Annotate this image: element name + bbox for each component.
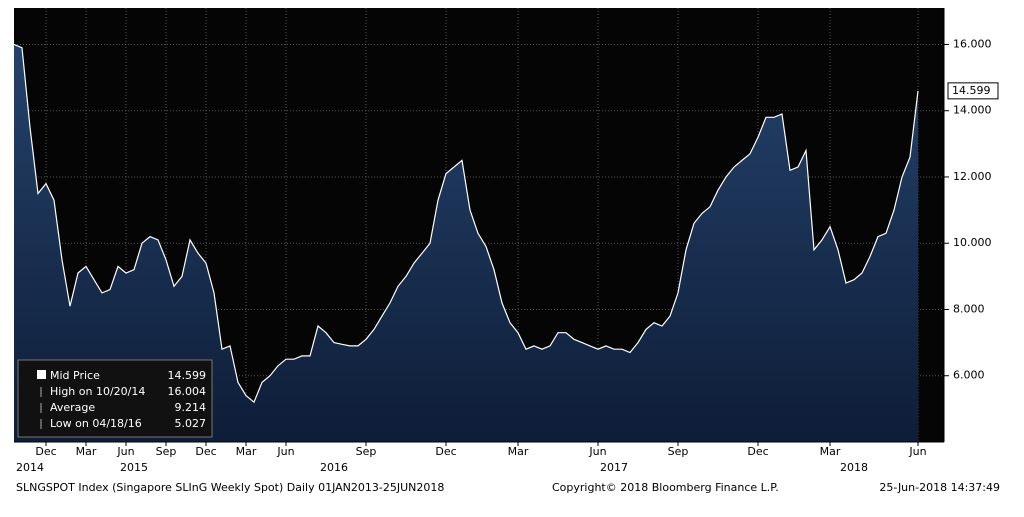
x-tick-label: Mar [236, 445, 257, 458]
y-tick-label: 16.000 [953, 37, 992, 50]
last-value-label: 14.599 [952, 84, 991, 97]
line [13, 43, 919, 404]
x-tick-label: Jun [276, 445, 294, 458]
x-year-label: 2018 [840, 461, 868, 474]
y-tick-label: 8.000 [953, 302, 985, 315]
footer-right: 25-Jun-2018 14:37:49 [879, 481, 1000, 494]
x-tick-label: Jun [588, 445, 606, 458]
legend-label: Average [50, 401, 95, 414]
legend-value: 9.214 [175, 401, 207, 414]
footer-center: Copyright© 2018 Bloomberg Finance L.P. [552, 481, 779, 494]
x-year-label: 2014 [16, 461, 44, 474]
x-tick-label: Mar [820, 445, 841, 458]
x-tick-label: Mar [76, 445, 97, 458]
legend-label: High on 10/20/14 [50, 385, 145, 398]
x-tick-label: Sep [356, 445, 377, 458]
x-year-label: 2015 [120, 461, 148, 474]
x-tick-label: Dec [747, 445, 768, 458]
legend-box [17, 359, 213, 438]
x-tick-label: Jun [116, 445, 134, 458]
area [14, 44, 918, 443]
y-tick-label: 12.000 [953, 170, 992, 183]
legend-value: 16.004 [168, 385, 207, 398]
legend-value: 5.027 [175, 417, 207, 430]
x-tick-label: Jun [908, 445, 926, 458]
x-tick-label: Sep [668, 445, 689, 458]
x-tick-label: Dec [195, 445, 216, 458]
legend-value: 14.599 [168, 369, 207, 382]
x-year-label: 2016 [320, 461, 348, 474]
legend-label: Low on 04/18/16 [50, 417, 142, 430]
x-year-label: 2017 [600, 461, 628, 474]
y-tick-label: 6.000 [953, 369, 985, 382]
x-tick-label: Dec [435, 445, 456, 458]
y-tick-label: 14.000 [953, 104, 992, 117]
x-tick-label: Sep [156, 445, 177, 458]
footer-left: SLNGSPOT Index (Singapore SLInG Weekly S… [16, 481, 444, 494]
x-tick-label: Mar [508, 445, 529, 458]
legend: Mid Price 14.599 High on 10/20/14 16.004 A… [17, 359, 213, 438]
y-tick-label: 10.000 [953, 236, 992, 249]
last-value-tag [947, 82, 999, 100]
legend-swatch [37, 370, 46, 379]
x-tick-label: Dec [35, 445, 56, 458]
legend-label: Mid Price [50, 369, 100, 382]
